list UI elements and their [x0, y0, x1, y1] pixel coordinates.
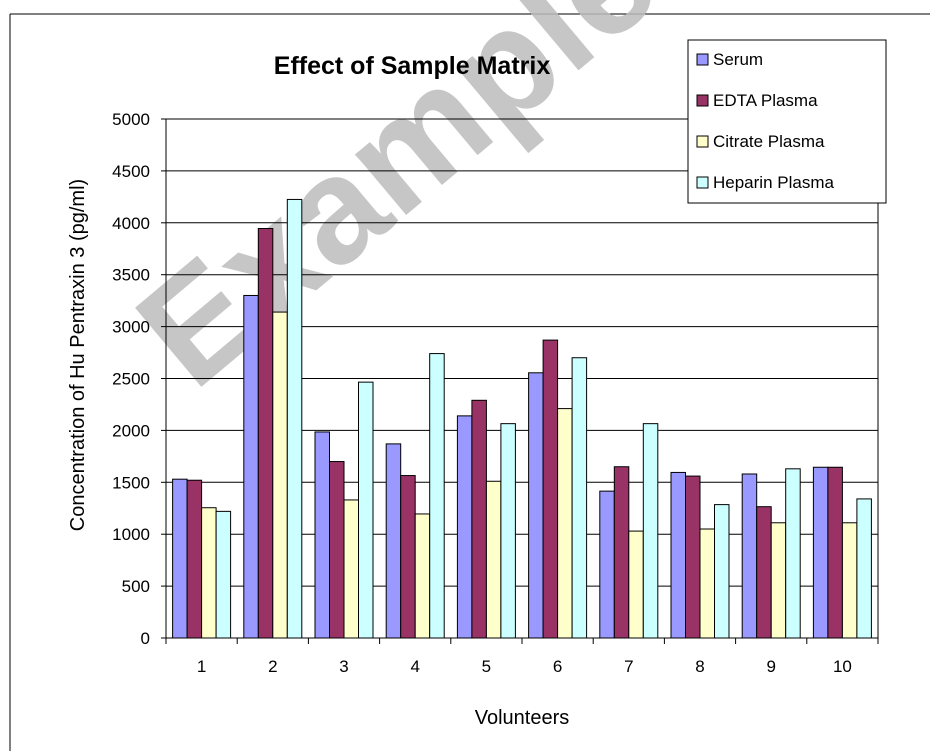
bar-citrate-plasma [343, 499, 359, 639]
bar-heparin-plasma [642, 423, 659, 639]
bar-serum [385, 443, 402, 639]
x-tick-label: 3 [339, 657, 348, 676]
legend-label: Heparin Plasma [713, 173, 834, 192]
bar-edta-plasma [329, 461, 345, 639]
legend-box [687, 39, 887, 204]
bar-heparin-plasma [429, 353, 445, 639]
bar-serum [670, 471, 686, 639]
legend-label: EDTA Plasma [713, 91, 818, 110]
bar-serum [812, 466, 829, 639]
bar-citrate-plasma [841, 522, 858, 639]
bar-serum [172, 478, 188, 639]
x-tick-label: 5 [482, 657, 491, 676]
bar-edta-plasma [186, 479, 203, 639]
bar-serum [243, 294, 259, 639]
x-tick-labels: 1 2 3 4 5 6 7 8 9 10 [197, 657, 852, 676]
legend-swatch [696, 94, 709, 107]
bar-citrate-plasma [557, 408, 573, 639]
x-axis-label: Volunteers [475, 707, 570, 729]
bar-heparin-plasma [358, 381, 374, 639]
x-tick-label: 1 [197, 657, 206, 676]
bar-edta-plasma [827, 466, 843, 639]
legend-items: Serum EDTA Plasma Citrate Plasma Heparin Pl… [696, 50, 834, 192]
legend-swatch [696, 53, 709, 66]
bar-citrate-plasma [770, 522, 787, 639]
bars-layer [172, 198, 872, 639]
bar-citrate-plasma [272, 311, 288, 639]
bar-heparin-plasma [500, 423, 516, 639]
bar-heparin-plasma [856, 498, 872, 639]
bar-edta-plasma [756, 506, 772, 639]
x-tick-label: 9 [766, 657, 775, 676]
bar-edta-plasma [613, 466, 630, 639]
x-tick-label: 6 [553, 657, 562, 676]
bar-serum [741, 473, 758, 639]
bar-edta-plasma [542, 339, 559, 639]
bar-heparin-plasma [785, 468, 801, 639]
y-tick-label: 2000 [112, 421, 150, 440]
bar-heparin-plasma [215, 510, 232, 639]
bar-citrate-plasma [485, 480, 502, 639]
bar-serum [456, 415, 473, 639]
y-tick-label: 500 [122, 577, 150, 596]
legend-label: Citrate Plasma [713, 132, 825, 151]
y-tick-label: 3000 [112, 318, 150, 337]
y-tick-label: 2500 [112, 370, 150, 389]
axes [161, 118, 879, 644]
bar-edta-plasma [257, 228, 274, 639]
y-tick-label: 3500 [112, 266, 150, 285]
bar-serum [599, 490, 615, 639]
legend: Serum EDTA Plasma Citrate Plasma Heparin Pl… [687, 39, 887, 204]
y-tick-labels: 0 500 1000 1500 2000 2500 3000 3500 4000 4500 5000 [112, 110, 150, 648]
bar-edta-plasma [685, 475, 701, 639]
y-tick-label: 5000 [112, 110, 150, 129]
x-tick-label: 4 [410, 657, 419, 676]
bar-heparin-plasma [286, 198, 303, 639]
x-tick-label: 2 [268, 657, 277, 676]
legend-swatch [696, 135, 709, 148]
bar-edta-plasma [400, 475, 416, 639]
x-tick-label: 7 [624, 657, 633, 676]
y-tick-label: 4500 [112, 162, 150, 181]
bar-citrate-plasma [628, 530, 644, 639]
y-tick-label: 0 [141, 629, 150, 648]
bar-heparin-plasma [714, 504, 730, 639]
bar-edta-plasma [471, 399, 487, 639]
x-tick-label: 8 [695, 657, 704, 676]
bar-serum [528, 372, 544, 639]
x-tick-label: 10 [833, 657, 852, 676]
legend-label: Serum [713, 50, 763, 69]
y-tick-label: 4000 [112, 214, 150, 233]
chart-title: Effect of Sample Matrix [274, 52, 551, 80]
y-tick-label: 1000 [112, 525, 150, 544]
bar-citrate-plasma [201, 507, 217, 639]
y-tick-label: 1500 [112, 473, 150, 492]
y-axis-label: Concentration of Hu Pentraxin 3 (pg/ml) [67, 179, 89, 531]
bar-heparin-plasma [571, 357, 588, 639]
bar-citrate-plasma [699, 528, 715, 639]
bar-citrate-plasma [414, 513, 431, 639]
legend-swatch [696, 176, 709, 189]
bar-serum [314, 431, 330, 639]
